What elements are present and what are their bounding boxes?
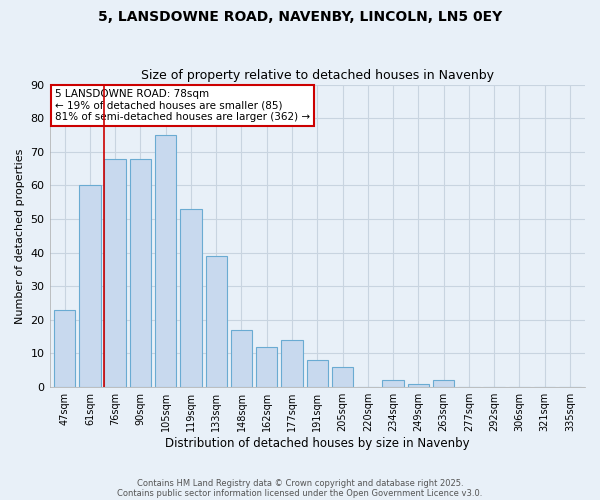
- Bar: [307, 360, 328, 387]
- Text: Contains public sector information licensed under the Open Government Licence v3: Contains public sector information licen…: [118, 488, 482, 498]
- Bar: [332, 367, 353, 387]
- Bar: [180, 209, 202, 387]
- Title: Size of property relative to detached houses in Navenby: Size of property relative to detached ho…: [141, 69, 494, 82]
- Bar: [407, 384, 429, 387]
- Text: 5 LANSDOWNE ROAD: 78sqm
← 19% of detached houses are smaller (85)
81% of semi-de: 5 LANSDOWNE ROAD: 78sqm ← 19% of detache…: [55, 89, 310, 122]
- Bar: [104, 158, 126, 387]
- Bar: [130, 158, 151, 387]
- X-axis label: Distribution of detached houses by size in Navenby: Distribution of detached houses by size …: [165, 437, 470, 450]
- Bar: [79, 186, 101, 387]
- Bar: [382, 380, 404, 387]
- Text: Contains HM Land Registry data © Crown copyright and database right 2025.: Contains HM Land Registry data © Crown c…: [137, 478, 463, 488]
- Bar: [231, 330, 252, 387]
- Bar: [256, 346, 277, 387]
- Bar: [433, 380, 454, 387]
- Bar: [155, 135, 176, 387]
- Y-axis label: Number of detached properties: Number of detached properties: [15, 148, 25, 324]
- Text: 5, LANSDOWNE ROAD, NAVENBY, LINCOLN, LN5 0EY: 5, LANSDOWNE ROAD, NAVENBY, LINCOLN, LN5…: [98, 10, 502, 24]
- Bar: [206, 256, 227, 387]
- Bar: [281, 340, 303, 387]
- Bar: [54, 310, 76, 387]
